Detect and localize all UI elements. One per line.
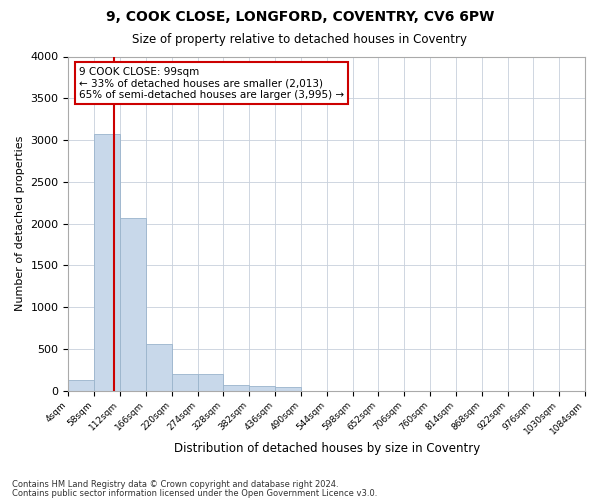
Text: 9, COOK CLOSE, LONGFORD, COVENTRY, CV6 6PW: 9, COOK CLOSE, LONGFORD, COVENTRY, CV6 6… — [106, 10, 494, 24]
Bar — [223, 384, 249, 390]
Bar — [120, 218, 146, 390]
Bar — [146, 344, 172, 391]
Bar — [94, 134, 120, 390]
Bar — [197, 374, 223, 390]
Text: Size of property relative to detached houses in Coventry: Size of property relative to detached ho… — [133, 32, 467, 46]
Text: Contains public sector information licensed under the Open Government Licence v3: Contains public sector information licen… — [12, 488, 377, 498]
Text: 9 COOK CLOSE: 99sqm
← 33% of detached houses are smaller (2,013)
65% of semi-det: 9 COOK CLOSE: 99sqm ← 33% of detached ho… — [79, 66, 344, 100]
Bar — [275, 387, 301, 390]
Text: Contains HM Land Registry data © Crown copyright and database right 2024.: Contains HM Land Registry data © Crown c… — [12, 480, 338, 489]
X-axis label: Distribution of detached houses by size in Coventry: Distribution of detached houses by size … — [173, 442, 480, 455]
Bar — [172, 374, 197, 390]
Y-axis label: Number of detached properties: Number of detached properties — [15, 136, 25, 311]
Bar — [68, 380, 94, 390]
Bar — [249, 386, 275, 390]
